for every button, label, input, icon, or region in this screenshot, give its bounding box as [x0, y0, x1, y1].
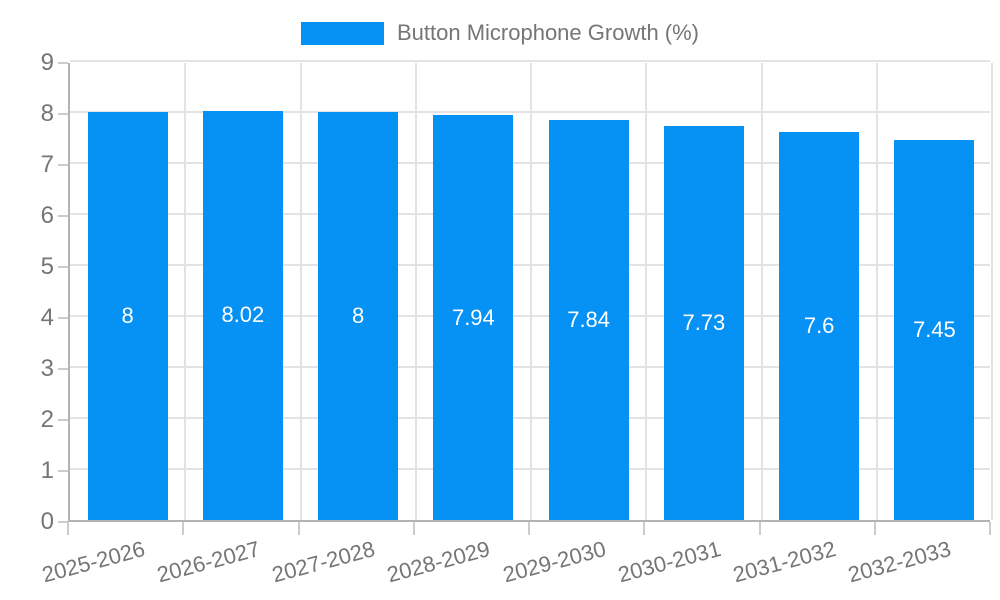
axis-tick — [297, 522, 300, 535]
axis-tick — [643, 522, 646, 535]
axis-tick — [758, 522, 761, 535]
axis-tick — [58, 266, 68, 268]
axis-tick — [58, 470, 68, 472]
axis-tick — [873, 522, 876, 535]
x-axis-label: 2030-2031 — [615, 536, 724, 588]
bar-value-label: 7.73 — [682, 309, 726, 335]
bar-value-label: 7.6 — [803, 313, 835, 339]
y-axis-label: 0 — [40, 508, 54, 535]
gridline-v — [299, 63, 302, 520]
bar: 7.73 — [663, 125, 744, 520]
y-axis-label: 4 — [40, 304, 54, 331]
axis-tick — [58, 317, 68, 319]
y-axis-label: 6 — [40, 202, 54, 229]
x-axis-label: 2026-2027 — [154, 536, 263, 588]
x-axis-label: 2031-2032 — [730, 536, 839, 588]
axis-tick — [58, 521, 68, 523]
axis-tick — [58, 419, 68, 421]
axis-tick — [67, 522, 69, 535]
x-axis-label: 2032-2033 — [845, 536, 954, 588]
y-axis-label: 8 — [40, 100, 54, 127]
y-axis-label: 7 — [40, 151, 54, 178]
axis-tick — [58, 368, 68, 370]
bar-value-label: 8 — [352, 303, 365, 328]
x-axis-label: 2028-2029 — [384, 536, 493, 588]
axis-tick — [58, 164, 68, 166]
y-axis-label: 2 — [40, 406, 54, 433]
axis-tick — [182, 522, 185, 535]
gridline-v — [414, 63, 417, 520]
gridline-v — [875, 63, 878, 520]
gridline-v — [991, 63, 993, 520]
bar: 7.94 — [433, 115, 514, 520]
gridline-v — [645, 63, 648, 520]
legend-swatch — [300, 21, 384, 45]
bar: 8.02 — [202, 110, 283, 520]
gridline-v — [760, 63, 763, 520]
bar-value-label: 8 — [121, 303, 134, 328]
y-axis-label: 1 — [40, 457, 54, 484]
bar: 8 — [318, 112, 399, 520]
bar: 8 — [87, 112, 168, 520]
bar-value-label: 8.02 — [221, 302, 265, 328]
axis-tick — [989, 522, 991, 535]
gridline-v — [530, 63, 532, 520]
axis-tick — [58, 113, 68, 115]
axis-tick — [528, 522, 530, 535]
plot-area: 8 8.02 8 7.94 7.84 7.73 7.6 7.45 — [68, 60, 993, 522]
x-axis-label: 2027-2028 — [269, 536, 378, 588]
bar: 7.6 — [779, 132, 860, 520]
legend: Button Microphone Growth (%) — [0, 20, 1000, 46]
y-axis-label: 5 — [40, 253, 54, 280]
bar-value-label: 7.45 — [912, 317, 956, 343]
gridline-v — [184, 63, 187, 520]
bar-value-label: 7.94 — [451, 304, 495, 330]
gridline-h — [70, 60, 990, 62]
axis-tick — [58, 215, 68, 217]
x-axis-label: 2025-2026 — [38, 536, 148, 588]
y-axis-label: 3 — [40, 355, 54, 382]
axis-tick — [412, 522, 415, 535]
bar: 7.45 — [894, 140, 975, 520]
legend-label: Button Microphone Growth (%) — [396, 20, 700, 45]
y-axis-label: 9 — [40, 49, 54, 76]
x-axis-label: 2029-2030 — [499, 536, 609, 588]
axis-tick — [58, 62, 68, 64]
bar-value-label: 7.84 — [567, 307, 611, 333]
bar: 7.84 — [548, 120, 629, 520]
